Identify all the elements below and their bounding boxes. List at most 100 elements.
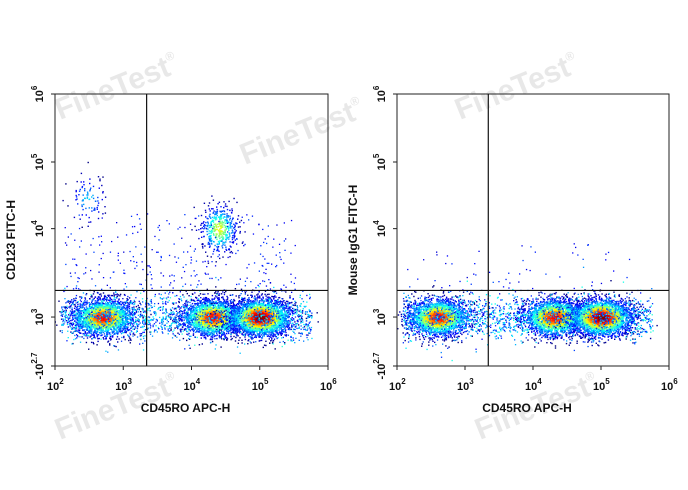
event-dot	[194, 307, 196, 309]
event-dot	[199, 307, 201, 309]
event-dot	[187, 325, 189, 327]
event-dot	[216, 315, 219, 317]
event-dot	[112, 326, 114, 328]
event-dot	[93, 331, 95, 333]
event-dot	[119, 325, 121, 327]
event-dot	[223, 319, 226, 321]
event-dot	[103, 314, 105, 317]
event-dot	[97, 306, 99, 308]
event-dot	[118, 330, 121, 333]
event-dot	[121, 331, 123, 333]
event-dot	[103, 318, 105, 321]
event-dot	[228, 303, 230, 305]
event-dot	[97, 312, 99, 315]
event-dot	[201, 298, 204, 300]
event-dot	[208, 329, 210, 331]
event-dot	[215, 329, 217, 331]
event-dot	[195, 322, 197, 324]
event-dot	[244, 336, 246, 338]
event-dot	[116, 315, 118, 318]
event-dot	[123, 312, 125, 314]
event-dot	[203, 298, 205, 301]
event-dot	[112, 324, 115, 327]
event-dot	[199, 327, 202, 330]
event-dot	[178, 310, 181, 313]
event-dot	[150, 313, 152, 316]
event-dot	[227, 328, 230, 330]
event-dot	[213, 304, 216, 306]
event-dot	[115, 338, 118, 340]
event-dot	[113, 345, 116, 347]
event-dot	[206, 327, 208, 330]
event-dot	[124, 329, 126, 331]
event-dot	[124, 310, 126, 313]
event-dot	[111, 336, 114, 338]
event-dot	[198, 315, 201, 317]
event-dot	[230, 332, 232, 334]
event-dot	[212, 310, 215, 312]
event-dot	[234, 329, 236, 331]
event-dot	[119, 293, 122, 296]
event-dot	[92, 341, 94, 344]
event-dot	[225, 326, 227, 328]
event-dot	[209, 309, 211, 312]
event-dot	[224, 308, 227, 311]
event-dot	[107, 341, 109, 343]
event-dot	[108, 306, 110, 309]
event-dot	[198, 344, 201, 346]
event-dot	[174, 327, 176, 329]
event-dot	[67, 301, 70, 303]
event-dot	[175, 308, 177, 310]
event-dot	[118, 321, 120, 323]
event-dot	[125, 319, 128, 321]
event-dot	[99, 314, 101, 316]
event-dot	[111, 298, 113, 301]
event-dot	[234, 288, 237, 290]
event-dot	[192, 331, 195, 333]
event-dot	[212, 330, 215, 332]
event-dot	[287, 316, 289, 319]
event-dot	[211, 331, 213, 334]
event-dot	[74, 317, 77, 320]
event-dot	[83, 316, 85, 319]
event-dot	[112, 305, 114, 307]
event-dot	[111, 329, 113, 331]
event-dot	[98, 324, 101, 327]
event-dot	[211, 314, 214, 316]
event-dot	[206, 298, 208, 300]
event-dot	[99, 321, 101, 324]
event-dot	[196, 307, 198, 310]
event-dot	[228, 329, 230, 332]
event-dot	[118, 309, 120, 312]
event-dot	[115, 345, 117, 348]
event-dot	[108, 310, 110, 312]
event-dot	[183, 306, 185, 308]
event-dot	[131, 308, 134, 310]
event-dot	[92, 309, 94, 311]
event-dot	[187, 317, 189, 319]
event-dot	[113, 316, 115, 318]
event-dot	[223, 314, 225, 316]
event-dot	[124, 325, 126, 327]
event-dot	[101, 320, 103, 323]
event-dot	[181, 312, 183, 315]
event-dot	[88, 302, 90, 304]
event-dot	[224, 322, 226, 324]
event-dot	[84, 330, 86, 333]
event-dot	[109, 343, 111, 345]
event-dot	[275, 296, 277, 298]
event-dot	[270, 324, 272, 326]
event-dot	[115, 315, 117, 317]
event-dot	[210, 324, 213, 326]
event-dot	[85, 326, 87, 328]
event-dot	[238, 297, 240, 299]
event-dot	[90, 312, 93, 315]
event-dot	[195, 320, 197, 322]
event-dot	[125, 314, 127, 316]
event-dot	[100, 316, 102, 318]
event-dot	[175, 316, 177, 318]
event-dot	[78, 329, 81, 332]
event-dot	[86, 328, 88, 331]
event-dot	[218, 294, 220, 297]
event-dot	[122, 307, 124, 309]
